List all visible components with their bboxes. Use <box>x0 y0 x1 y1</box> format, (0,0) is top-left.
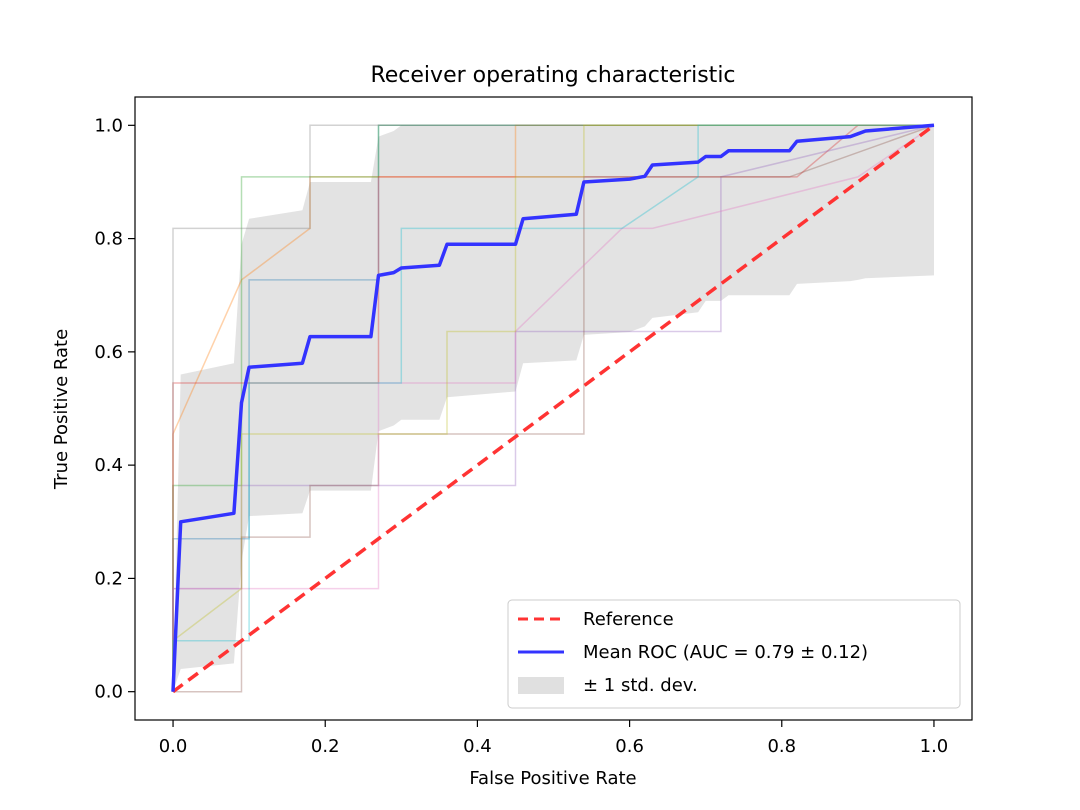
y-tick-label: 0.2 <box>94 568 123 589</box>
y-tick-label: 0.8 <box>94 229 123 250</box>
x-tick-label: 0.0 <box>159 736 188 757</box>
fold-roc-curve-3 <box>172 124 934 692</box>
legend-reference-label: Reference <box>583 609 674 630</box>
x-tick-label: 0.4 <box>463 736 492 757</box>
legend-std-swatch <box>518 677 564 694</box>
y-tick-label: 0.4 <box>94 455 123 476</box>
mean-roc-curve <box>171 123 935 692</box>
plot-area <box>171 123 935 694</box>
axes-frame <box>134 96 973 721</box>
fold-roc-curve-6 <box>173 124 935 693</box>
legend-box <box>507 599 961 709</box>
fold-roc-curve-1 <box>172 124 934 692</box>
x-axis-ticks: 0.0 0.2 0.4 0.6 0.8 1.0 <box>159 720 949 757</box>
y-axis-ticks: 0.0 0.2 0.4 0.6 0.8 1.0 <box>94 115 135 703</box>
x-axis-label: False Positive Rate <box>469 768 636 789</box>
y-tick-label: 0.6 <box>94 342 123 363</box>
y-tick-label: 0.0 <box>94 682 123 703</box>
mean-roc-layer <box>171 123 935 692</box>
fold-roc-curve-2 <box>172 124 934 692</box>
chart-title: Receiver operating characteristic <box>370 63 735 88</box>
fold-roc-curve-8 <box>172 124 934 692</box>
fold-roc-curve-7 <box>172 124 935 692</box>
fold-roc-curve-5 <box>172 124 935 692</box>
y-axis-label: True Positive Rate <box>51 329 72 490</box>
reference-line-layer <box>172 123 935 694</box>
legend: Reference Mean ROC (AUC = 0.79 ± 0.12) ±… <box>507 599 961 709</box>
x-tick-label: 0.6 <box>615 736 644 757</box>
reference-line <box>172 123 935 694</box>
fold-roc-curve-10 <box>172 124 934 692</box>
x-tick-label: 0.8 <box>767 736 796 757</box>
legend-std-label: ± 1 std. dev. <box>583 675 698 696</box>
fold-curves-layer <box>172 124 935 693</box>
x-tick-label: 1.0 <box>920 736 949 757</box>
legend-mean-label: Mean ROC (AUC = 0.79 ± 0.12) <box>583 642 868 663</box>
y-tick-label: 1.0 <box>94 115 123 136</box>
x-tick-label: 0.2 <box>311 736 340 757</box>
fold-roc-curve-9 <box>172 124 934 692</box>
